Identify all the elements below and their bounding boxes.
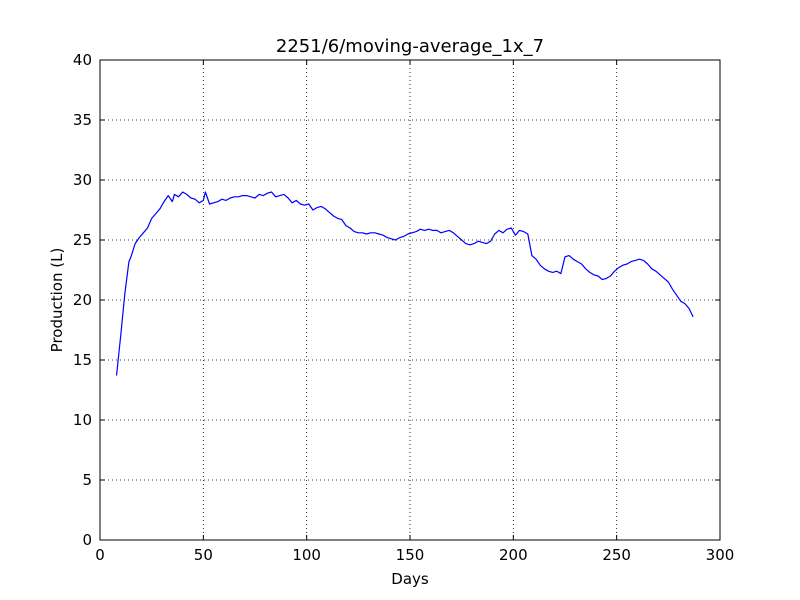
x-tick-label: 0 [95,546,105,564]
y-tick-label: 5 [82,471,92,489]
series-line [115,191,694,376]
x-axis-label: Days [391,570,429,588]
x-tick-label: 100 [292,546,321,564]
y-tick-label: 25 [73,231,92,249]
x-tick-label: 50 [194,546,213,564]
x-tick-label: 150 [396,546,425,564]
y-tick-label: 35 [73,111,92,129]
x-tick-label: 300 [706,546,735,564]
y-tick-label: 30 [73,171,92,189]
x-tick-label: 250 [602,546,631,564]
y-tick-label: 40 [73,51,92,69]
y-tick-label: 10 [73,411,92,429]
y-tick-label: 15 [73,351,92,369]
y-axis-label: Production (L) [48,248,66,353]
chart-title: 2251/6/moving-average_1x_7 [276,36,544,57]
x-tick-label: 200 [499,546,528,564]
y-tick-label: 20 [73,291,92,309]
series-group [115,191,694,376]
y-tick-label: 0 [82,531,92,549]
ticks: 0 50 100 150 200 250 300 0 5 10 15 20 25 30 35 40 [73,51,734,564]
grid [99,59,721,541]
